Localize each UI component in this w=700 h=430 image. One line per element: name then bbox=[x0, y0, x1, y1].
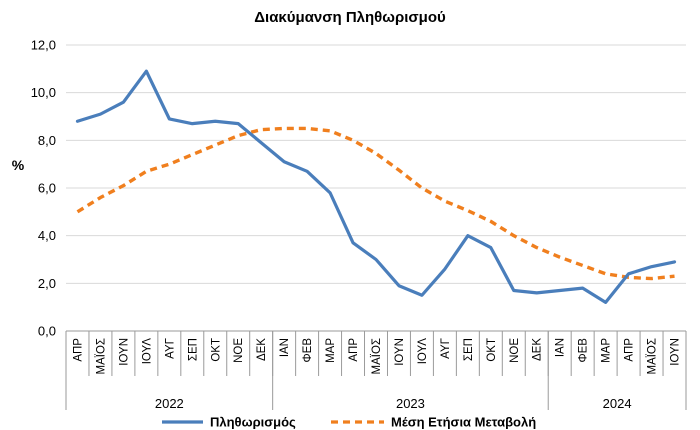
x-tick-label: ΜΑΪΟΣ bbox=[647, 338, 659, 375]
y-tick-label: 8,0 bbox=[38, 133, 56, 148]
x-tick-label: ΑΠΡ bbox=[72, 338, 84, 362]
gridlines bbox=[66, 44, 686, 284]
x-tick-label: ΔΕΚ bbox=[532, 338, 544, 361]
x-tick-label: ΑΠΡ bbox=[348, 338, 360, 362]
y-tick-label: 12,0 bbox=[31, 38, 56, 53]
y-axis-label: % bbox=[12, 157, 25, 173]
x-tick-label: ΣΕΠ bbox=[187, 338, 199, 361]
y-tick-label: 2,0 bbox=[38, 276, 56, 291]
year-label: 2022 bbox=[155, 396, 184, 411]
axes: 0,0 2,0 4,0 6,0 8,0 10,0 12,0 ΑΠΡ ΜΑΪΟΣ ΙΟΥΝ ΙΟΥΛ Α… bbox=[31, 38, 687, 411]
legend: Πληθωρισμός Μέση Ετήσια Μεταβολή bbox=[162, 415, 536, 430]
x-tick-label: ΜΑΡ bbox=[325, 338, 337, 363]
y-tick-label: 4,0 bbox=[38, 228, 56, 243]
x-tick-label: ΝΟΕ bbox=[509, 338, 521, 363]
x-tick-label: ΙΟΥΝ bbox=[394, 338, 406, 366]
x-tick-label: ΝΟΕ bbox=[233, 338, 245, 363]
x-tick-label: ΙΟΥΛ bbox=[141, 338, 153, 365]
chart-title: Διακύμανση Πληθωρισμού bbox=[254, 9, 446, 26]
y-tick-label: 0,0 bbox=[38, 324, 56, 339]
x-tick-label: ΣΕΠ bbox=[463, 338, 475, 361]
legend-label: Μέση Ετήσια Μεταβολή bbox=[391, 415, 536, 430]
x-tick-label: ΟΚΤ bbox=[210, 338, 222, 362]
series-line-average bbox=[76, 126, 675, 281]
y-tick-label: 10,0 bbox=[31, 85, 56, 100]
x-tick-label: ΑΠΡ bbox=[624, 338, 636, 362]
x-tick-label: ΑΥΓ bbox=[440, 337, 452, 358]
x-tick-label: ΦΕΒ bbox=[578, 338, 590, 363]
x-tick-label: ΜΑΡ bbox=[601, 338, 613, 363]
legend-label: Πληθωρισμός bbox=[210, 415, 296, 430]
y-tick-label: 6,0 bbox=[38, 181, 56, 196]
x-tick-label: ΑΥΓ bbox=[164, 337, 176, 358]
x-tick-label: ΙΟΥΝ bbox=[118, 338, 130, 366]
x-tick-label: ΦΕΒ bbox=[302, 338, 314, 363]
series-lines bbox=[75, 69, 677, 304]
x-tick-label: ΟΚΤ bbox=[486, 338, 498, 362]
x-tick-label: ΔΕΚ bbox=[256, 338, 268, 361]
year-label: 2024 bbox=[603, 396, 632, 411]
x-tick-label: ΙΟΥΛ bbox=[417, 338, 429, 365]
series-line-inflation bbox=[75, 69, 677, 304]
x-tick-label: ΙΑΝ bbox=[279, 338, 291, 357]
x-tick-label: ΜΑΪΟΣ bbox=[95, 338, 107, 375]
x-tick-label: ΙΟΥΝ bbox=[670, 338, 682, 366]
x-tick-label: ΙΑΝ bbox=[555, 338, 567, 357]
year-label: 2023 bbox=[396, 396, 425, 411]
x-tick-label: ΜΑΪΟΣ bbox=[371, 338, 383, 375]
